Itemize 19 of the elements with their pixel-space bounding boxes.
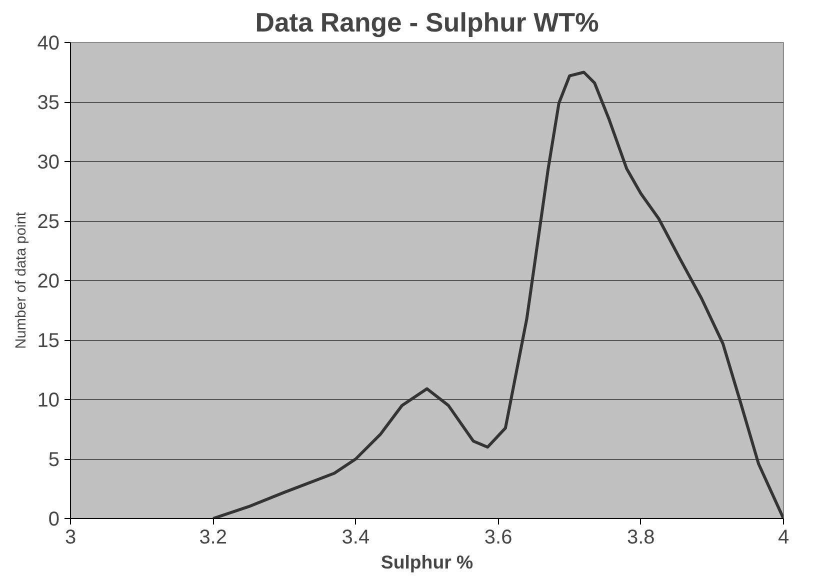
y-tick-label: 40 [37, 32, 60, 54]
y-axis-title: Number of data point [13, 212, 30, 349]
x-axis-title: Sulphur % [380, 552, 474, 572]
y-tick-label: 15 [37, 330, 60, 352]
x-tick-label: 3.8 [627, 526, 655, 548]
y-tick-label: 0 [48, 508, 60, 530]
x-tick-label: 4 [778, 526, 790, 548]
y-tick-label: 35 [37, 92, 60, 114]
x-tick-label: 3 [64, 526, 76, 548]
x-tick-label: 3.6 [484, 526, 512, 548]
chart-title: Data Range - Sulphur WT% [255, 8, 599, 38]
y-tick-label: 20 [37, 270, 60, 292]
x-tick-label: 3.2 [199, 526, 228, 548]
y-tick-label: 10 [37, 390, 60, 412]
y-tick-label: 30 [37, 152, 60, 174]
y-tick-label: 25 [37, 211, 60, 233]
x-tick-label: 3.4 [342, 526, 370, 548]
y-tick-label: 5 [48, 449, 60, 471]
line-series [212, 70, 784, 518]
